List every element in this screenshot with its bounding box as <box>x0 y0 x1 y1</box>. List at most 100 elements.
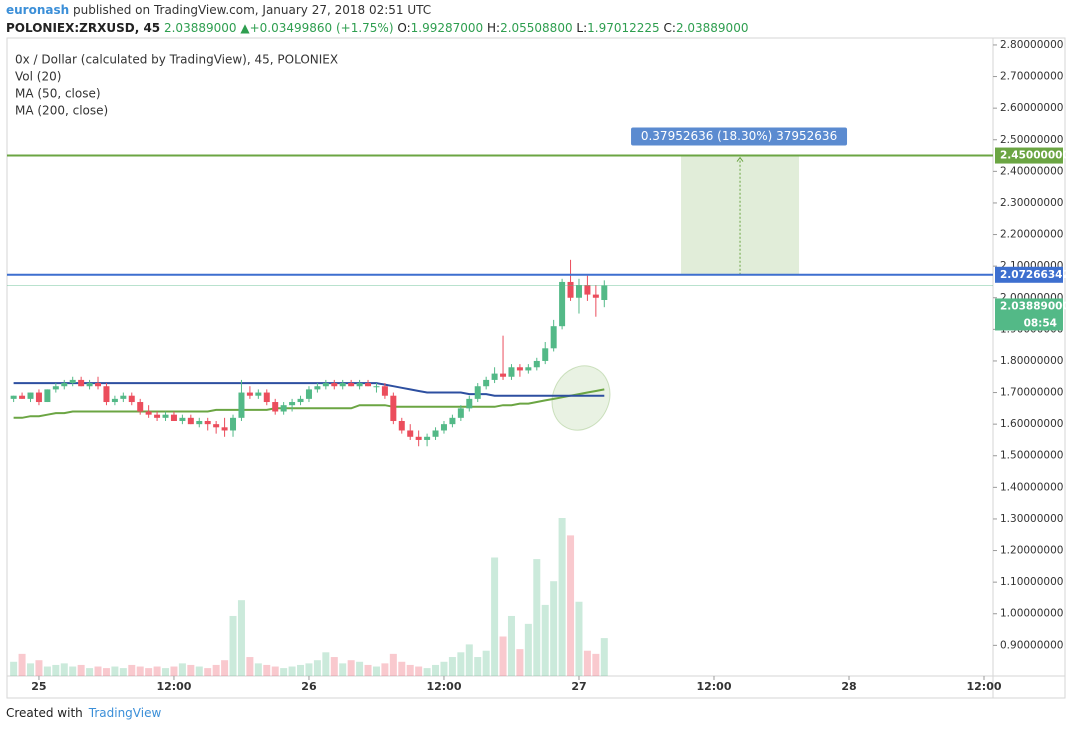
l-value: 1.97012225 <box>587 21 660 35</box>
y-tick-label: 1.80000000 <box>1000 355 1063 367</box>
arrow: ▲ <box>240 21 250 35</box>
chart: 0x / Dollar (calculated by TradingView),… <box>6 37 1070 699</box>
x-tick-label: 12:00 <box>426 680 461 693</box>
volume-bar <box>212 664 220 676</box>
volume-bar <box>347 660 355 676</box>
last: 2.03889000 <box>163 21 237 35</box>
y-tick-label: 2.20000000 <box>1000 229 1063 241</box>
volume-bar <box>60 663 68 676</box>
candle-body <box>61 383 68 387</box>
highlight-ellipse <box>551 365 611 431</box>
x-tick-label: 12:00 <box>696 680 731 693</box>
volume-bar <box>457 652 465 676</box>
volume-bar <box>94 666 102 676</box>
volume-bar <box>550 581 558 676</box>
y-tick-label: 1.30000000 <box>1000 513 1063 525</box>
h-label: H: <box>486 21 501 35</box>
candle-body <box>533 360 540 368</box>
volume-bar <box>18 653 26 676</box>
volume-bar <box>381 663 389 676</box>
y-tick-label: 1.40000000 <box>1000 481 1063 493</box>
volume-bar <box>195 666 203 676</box>
candle-body <box>415 436 422 440</box>
candle-body <box>559 281 566 327</box>
published: published on TradingView.com, January 27… <box>73 3 432 17</box>
candle-body <box>69 379 76 384</box>
candle-body <box>280 405 287 412</box>
footer: Created with TradingView <box>6 706 161 720</box>
candle-body <box>120 395 127 399</box>
volume-bar <box>533 559 541 676</box>
symbol: POLONIEX:ZRXUSD, 45 <box>6 21 161 35</box>
c-label: C: <box>663 21 676 35</box>
y-tick-label: 2.30000000 <box>1000 197 1063 209</box>
author[interactable]: euronash <box>6 3 70 17</box>
x-tick-label: 26 <box>301 680 317 693</box>
y-tick-label: 1.00000000 <box>1000 608 1063 620</box>
volume-bar <box>178 663 186 676</box>
volume-bar <box>305 663 313 676</box>
volume-bar <box>237 600 245 676</box>
last-price-label: 2.03889000 <box>1000 300 1070 312</box>
candle-body <box>128 395 135 403</box>
candle-body <box>272 402 279 412</box>
volume-bar <box>128 664 136 676</box>
volume-bar <box>583 650 591 676</box>
volume-bar <box>558 518 566 676</box>
volume-bar <box>432 664 440 676</box>
candle-body <box>407 430 414 437</box>
candle-body <box>542 348 549 361</box>
volume-bar <box>187 664 195 676</box>
candle-body <box>35 392 42 403</box>
candle-body <box>162 414 169 418</box>
volume-bar <box>524 623 532 676</box>
ma-line <box>13 382 605 397</box>
candle-body <box>348 383 355 387</box>
candle-body <box>86 383 93 387</box>
volume-bar <box>10 661 18 676</box>
y-tick-label: 1.70000000 <box>1000 387 1063 399</box>
candle-body <box>27 392 34 399</box>
volume-bar <box>153 666 161 676</box>
candle-body <box>137 402 144 412</box>
x-tick-label: 28 <box>841 680 856 693</box>
volume-bar <box>567 535 575 676</box>
volume-bar <box>415 666 423 676</box>
quote-line: POLONIEX:ZRXUSD, 45 2.03889000 ▲+0.03499… <box>6 21 748 35</box>
volume-bar <box>69 666 77 676</box>
price-label-box <box>995 266 1063 283</box>
volume-bar <box>271 666 279 676</box>
volume-bar <box>254 663 262 676</box>
candle-body <box>381 386 388 396</box>
created-with: Created with <box>6 706 83 720</box>
y-tick-label: 0.90000000 <box>1000 639 1063 651</box>
volume-bar <box>111 666 119 676</box>
candle-body <box>196 420 203 425</box>
candle-body <box>238 392 245 418</box>
volume-bar <box>27 663 35 676</box>
volume-bar <box>297 664 305 676</box>
candle-body <box>432 430 439 437</box>
volume-bar <box>136 666 144 676</box>
candle-body <box>339 383 346 387</box>
chart-title: 0x / Dollar (calculated by TradingView),… <box>15 53 338 67</box>
candle-body <box>466 398 473 409</box>
volume-bar <box>423 668 431 676</box>
price-label-box <box>995 147 1063 164</box>
candle-body <box>154 414 161 418</box>
candle-body <box>187 417 194 425</box>
candle-body <box>263 392 270 403</box>
frame <box>6 37 1066 699</box>
brand[interactable]: TradingView <box>88 706 162 720</box>
volume-bar <box>52 664 60 676</box>
y-tick-label: 1.60000000 <box>1000 418 1063 430</box>
candle-body <box>373 386 380 388</box>
o-label: O: <box>397 21 411 35</box>
volume-bar <box>162 668 170 676</box>
candle-body <box>525 367 532 371</box>
candle-body <box>356 383 363 387</box>
candle-body <box>10 395 17 399</box>
candle-body <box>145 411 152 415</box>
candle-body <box>457 408 464 418</box>
candle-body <box>516 367 523 371</box>
